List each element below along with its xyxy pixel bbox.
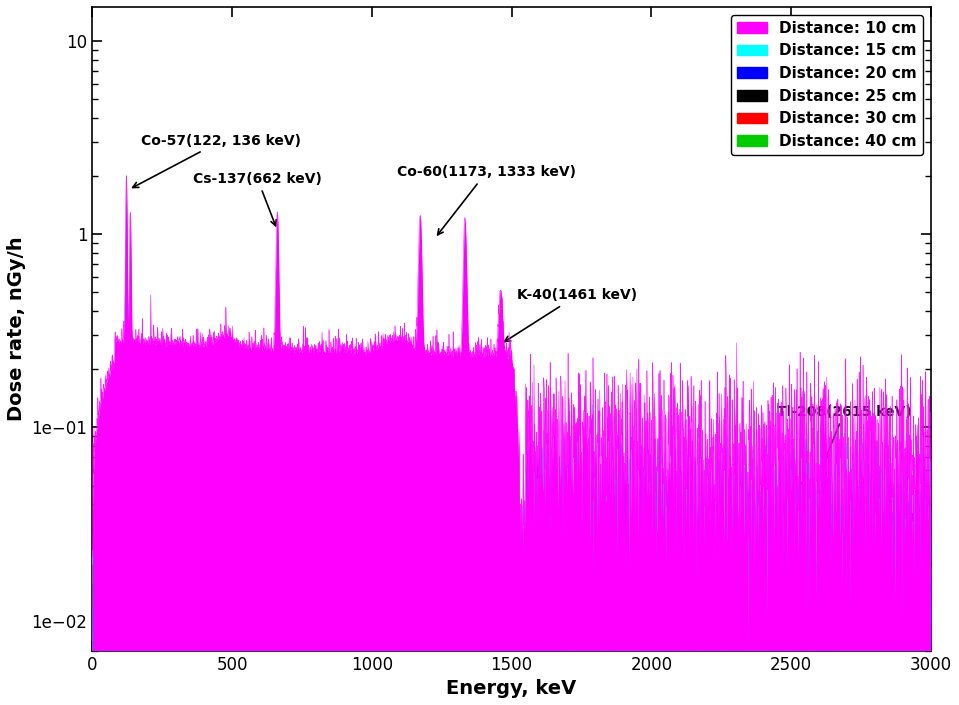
Y-axis label: Dose rate, nGy/h: Dose rate, nGy/h: [7, 236, 26, 421]
Text: Cs-137(662 keV): Cs-137(662 keV): [193, 171, 322, 226]
Text: Co-60(1173, 1333 keV): Co-60(1173, 1333 keV): [397, 165, 576, 235]
Text: K-40(1461 keV): K-40(1461 keV): [504, 288, 638, 342]
X-axis label: Energy, keV: Energy, keV: [447, 679, 576, 698]
Text: Tl-208(2615 keV): Tl-208(2615 keV): [777, 405, 912, 460]
Text: Co-57(122, 136 keV): Co-57(122, 136 keV): [132, 134, 301, 188]
Legend: Distance: 10 cm, Distance: 15 cm, Distance: 20 cm, Distance: 25 cm, Distance: 30: Distance: 10 cm, Distance: 15 cm, Distan…: [731, 15, 924, 155]
